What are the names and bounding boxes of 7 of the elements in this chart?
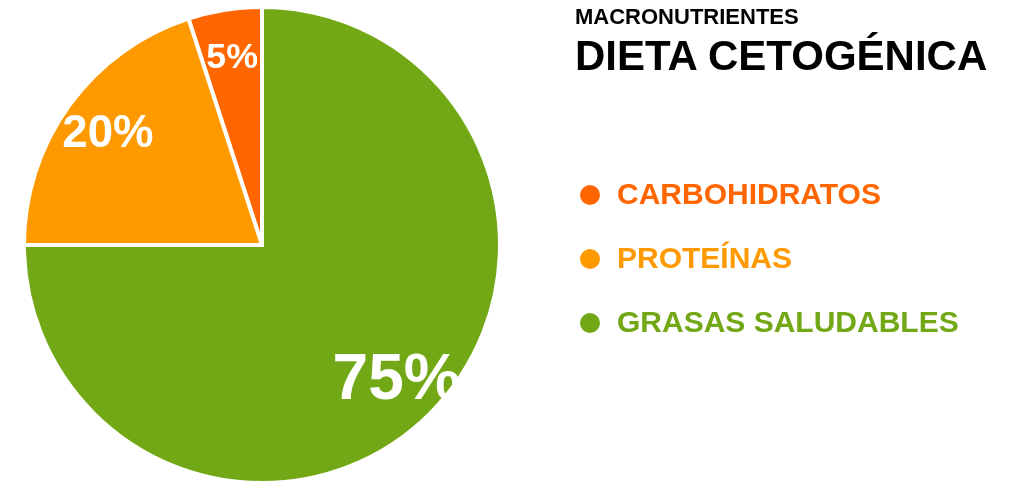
data-label: 20%: [62, 106, 154, 158]
legend-label: GRASAS SALUDABLES: [617, 305, 959, 338]
legend-label: CARBOHIDRATOS: [617, 177, 881, 210]
data-label: 5%: [206, 35, 259, 76]
legend-label: PROTEÍNAS: [617, 241, 793, 274]
chart-title: MACRONUTRIENTES: [575, 4, 799, 29]
text: DIETA CETOGÉNICA: [575, 32, 988, 79]
